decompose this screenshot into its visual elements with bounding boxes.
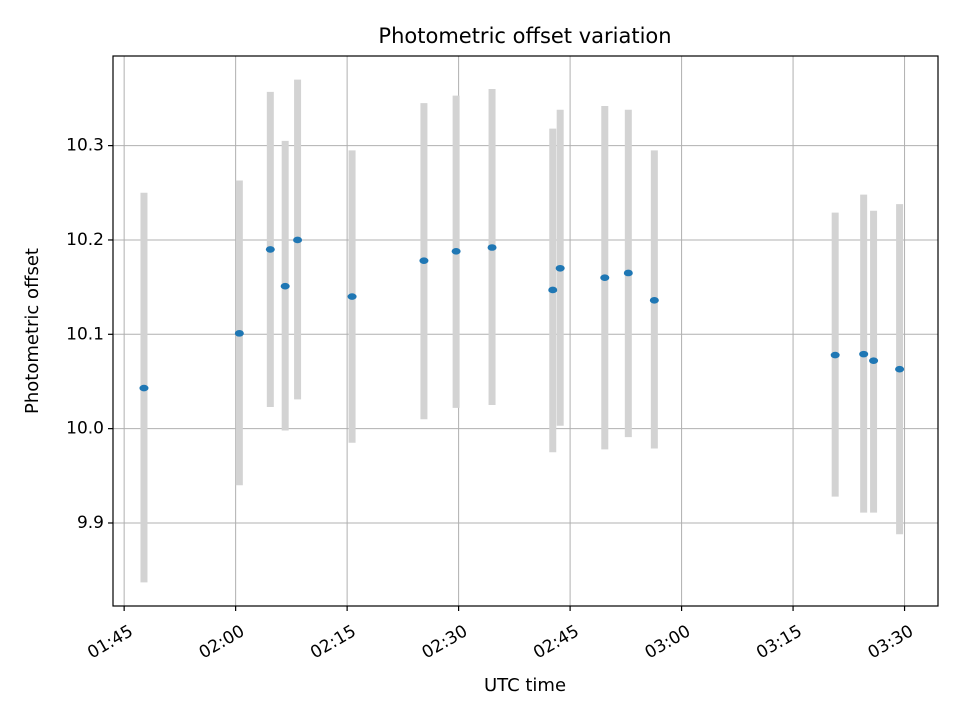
data-point [623,269,633,277]
y-tick-label: 10.3 [66,136,104,156]
y-tick-label: 10.1 [66,324,104,344]
data-point [649,297,659,304]
data-point [548,286,558,294]
x-tick-label: 01:45 [84,621,136,663]
data-point [234,330,244,337]
data-point [555,264,565,272]
data-point [487,244,497,251]
x-tick-label: 03:00 [642,621,694,663]
y-tick-label: 9.9 [77,513,104,533]
x-tick-label: 02:45 [530,621,582,663]
data-point [895,365,905,373]
y-axis: 9.9 10.0 10.1 10.2 10.3 [66,136,113,533]
data-point [451,247,461,255]
data-point [265,246,275,253]
data-point [139,384,149,392]
x-tick-label: 03:30 [865,621,917,663]
y-axis-label: Photometric offset [22,248,43,414]
errorbar-series [140,79,904,583]
x-tick-label: 02:00 [196,621,248,663]
data-point [600,274,610,281]
y-tick-label: 10.0 [66,419,104,439]
chart-title: Photometric offset variation [378,24,671,48]
data-point [419,257,429,265]
x-axis: 01:45 02:00 02:15 02:30 02:45 03:00 03:15 03:30 [84,606,917,663]
data-point [830,351,840,359]
point-series [139,236,905,392]
x-tick-label: 03:15 [753,621,805,663]
data-point [293,236,303,244]
data-point [869,357,879,365]
x-tick-label: 02:15 [307,621,359,663]
data-point [347,293,357,300]
y-tick-label: 10.2 [66,230,104,250]
grid [113,56,938,606]
plot-area-frame [112,55,939,607]
data-point [859,350,869,358]
x-axis-label: UTC time [484,675,566,696]
data-point [280,282,290,290]
x-tick-label: 02:30 [419,621,471,663]
